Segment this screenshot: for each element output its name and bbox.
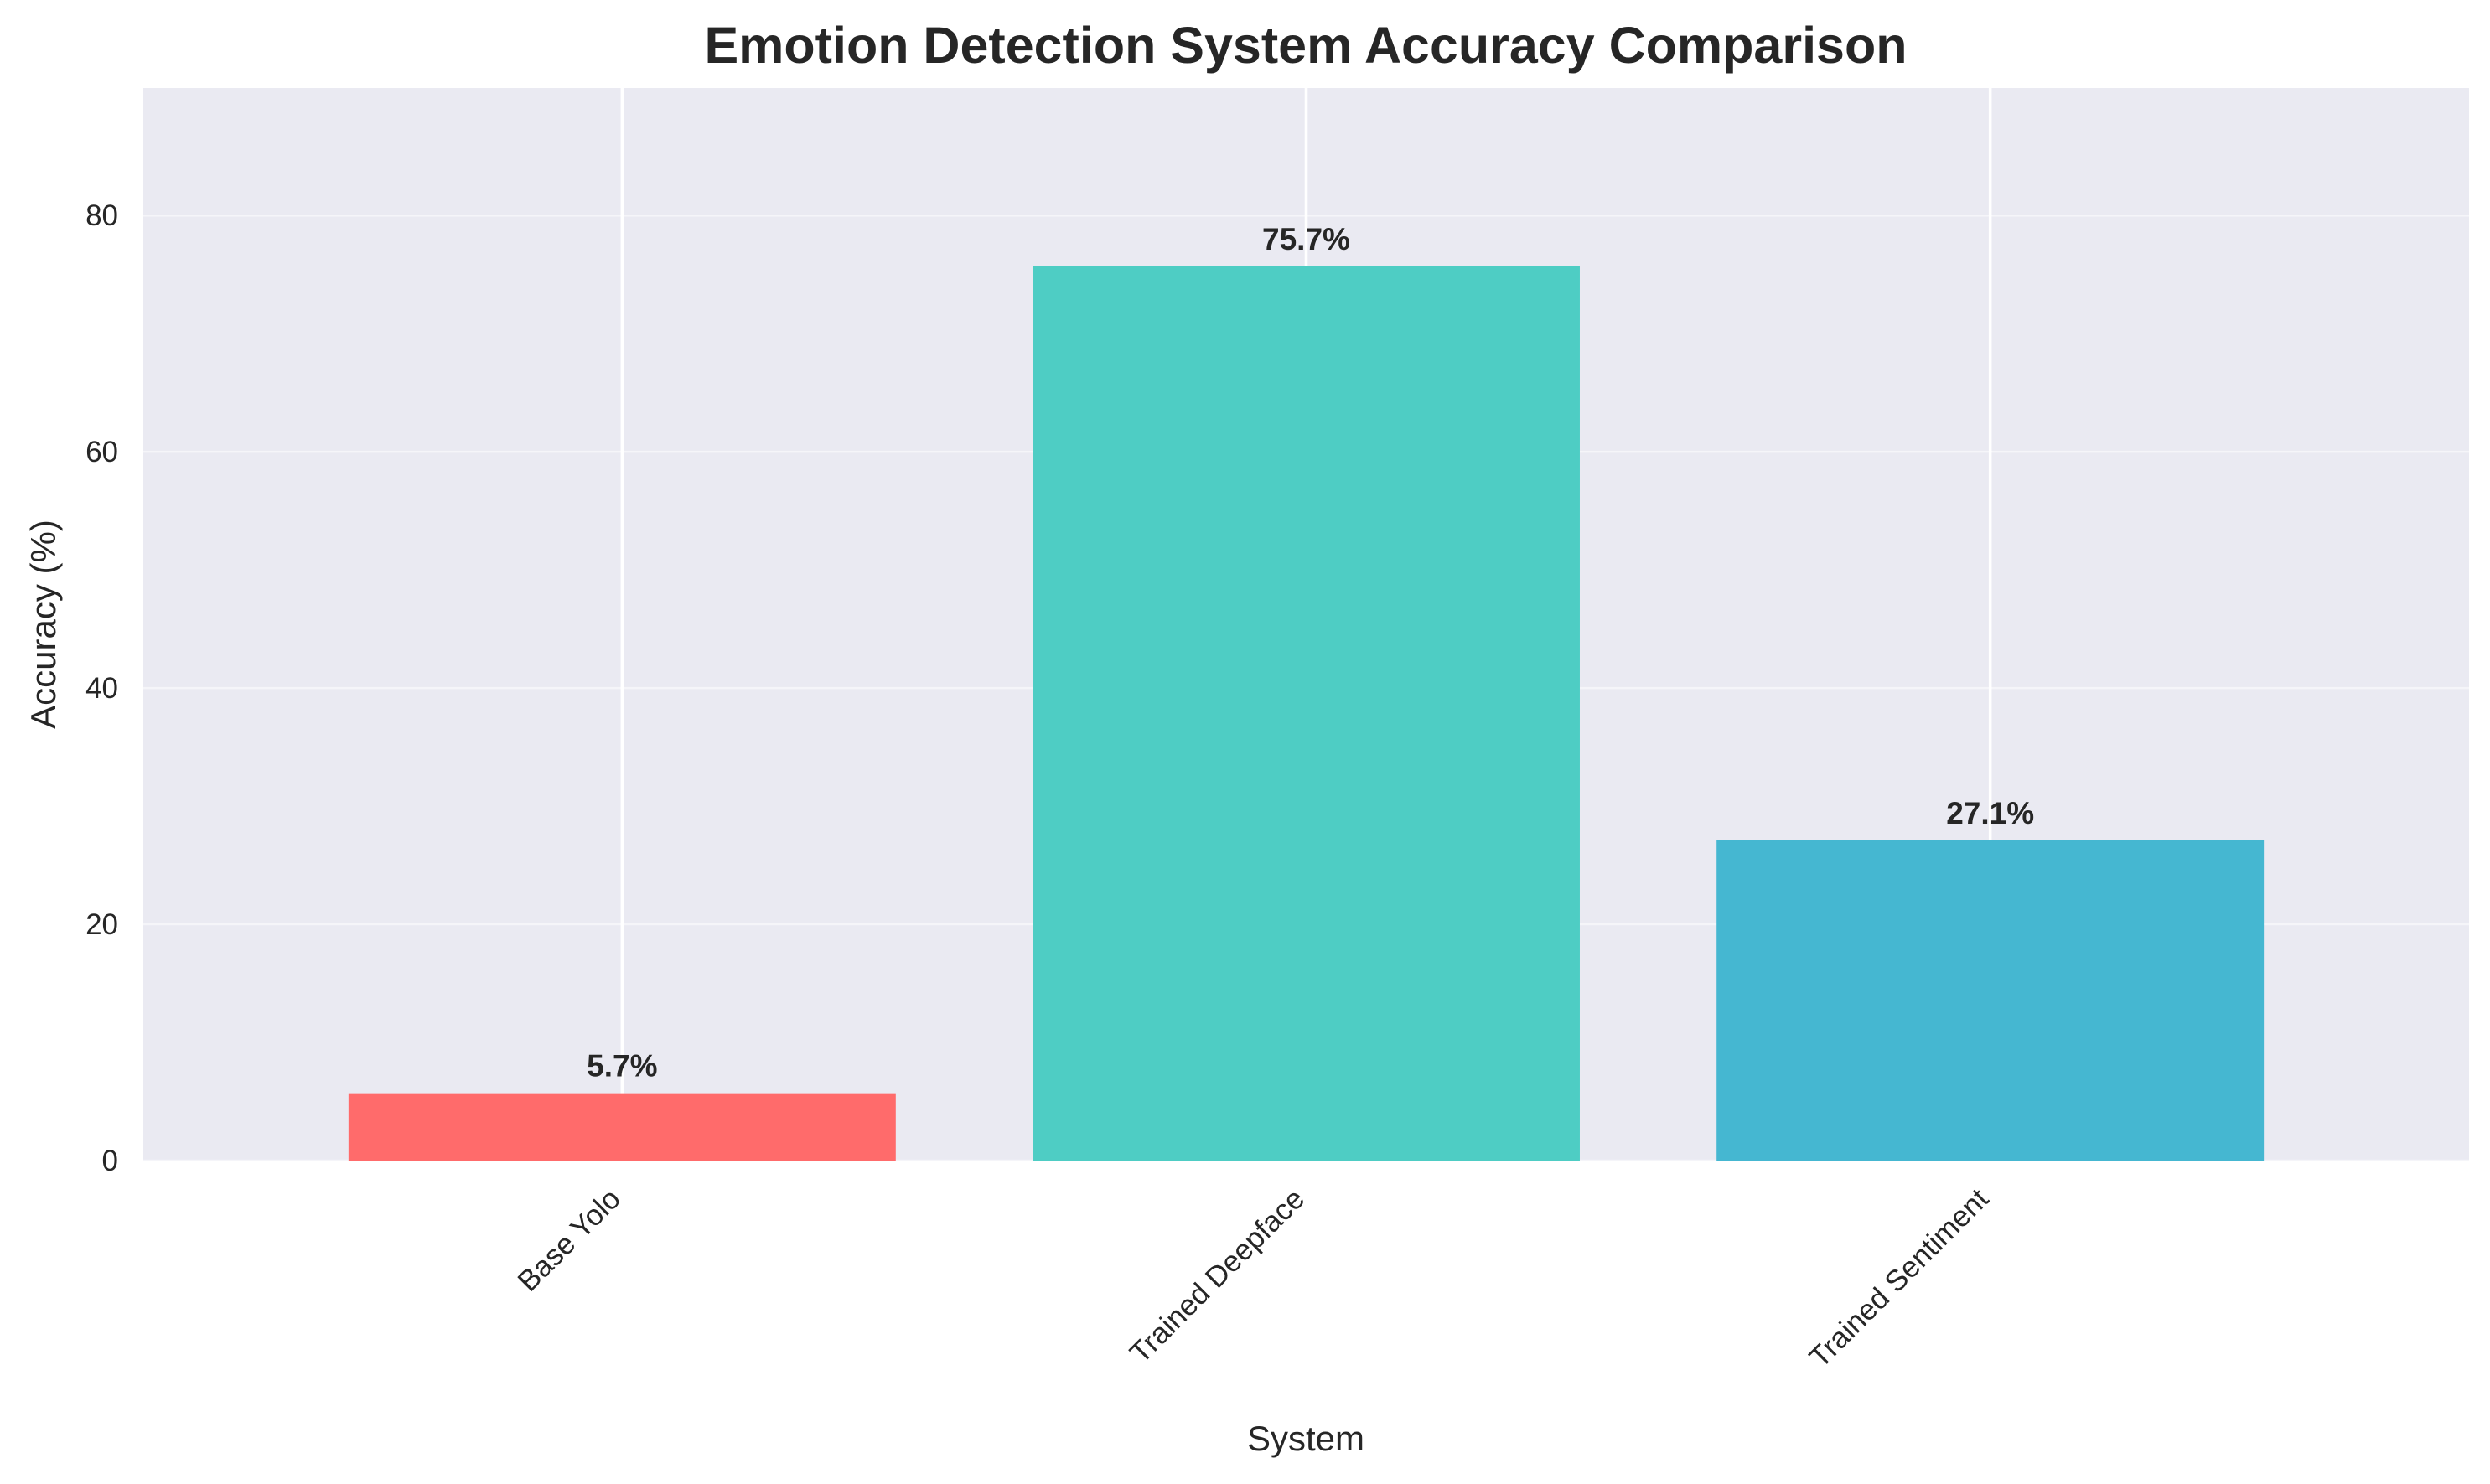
y-tick-label: 60 <box>85 436 118 468</box>
bar-value-labels: 5.7% 75.7% 27.1% <box>587 222 2034 1083</box>
bar-trained-deepface <box>1033 266 1580 1161</box>
y-tick-label: 40 <box>85 672 118 705</box>
x-tick-label: Base Yolo <box>511 1182 627 1298</box>
x-tick-label: Trained Sentiment <box>1803 1182 1995 1374</box>
bar-value-label: 27.1% <box>1946 796 2034 830</box>
y-tick-label: 80 <box>85 199 118 232</box>
y-tick-label: 20 <box>85 908 118 941</box>
bar-base-yolo <box>348 1093 896 1161</box>
y-axis-ticks: 0 20 40 60 80 <box>85 199 118 1177</box>
x-axis-ticks: Base Yolo Trained Deepface Trained Sentime… <box>511 1182 1995 1374</box>
x-tick-label: Trained Deepface <box>1124 1182 1311 1369</box>
x-axis-label: System <box>1247 1419 1364 1458</box>
bar-trained-sentiment <box>1716 840 2265 1161</box>
chart-title: Emotion Detection System Accuracy Compar… <box>705 17 1908 74</box>
bar-value-label: 75.7% <box>1262 222 1350 256</box>
y-tick-label: 0 <box>102 1145 118 1177</box>
bar-value-label: 5.7% <box>587 1049 657 1083</box>
bars <box>348 266 2265 1161</box>
y-axis-label: Accuracy (%) <box>23 520 63 729</box>
